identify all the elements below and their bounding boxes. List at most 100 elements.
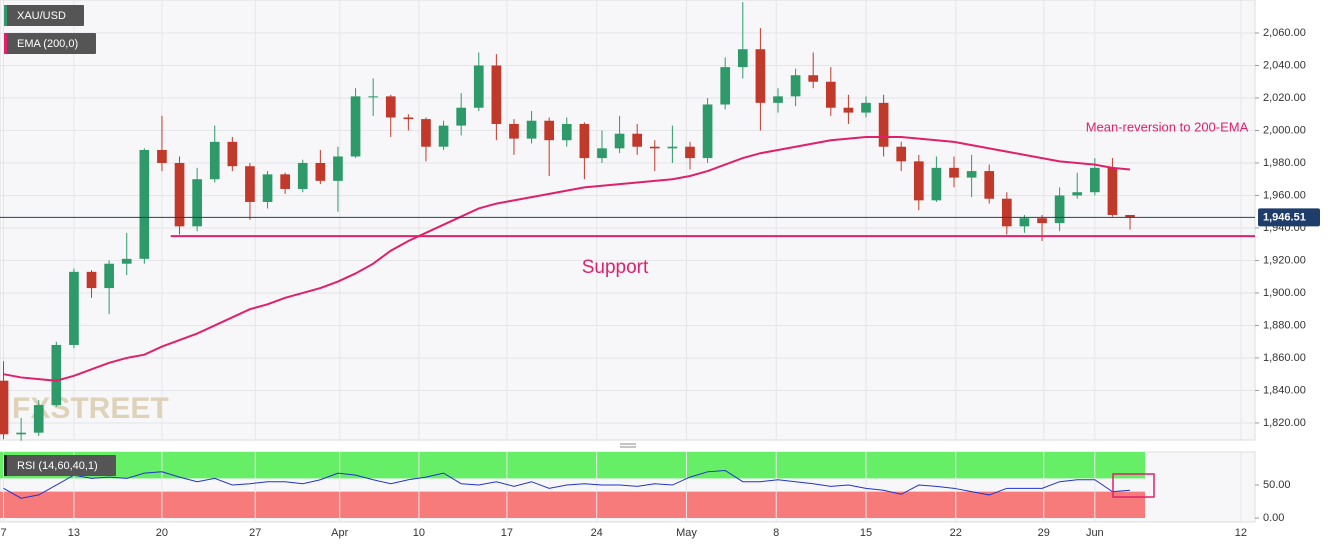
candle-body	[544, 120, 555, 141]
rsi-line	[3, 469, 1131, 499]
legend-swatch	[4, 5, 7, 26]
candle-body	[861, 102, 871, 113]
candle-body	[491, 65, 502, 124]
annotation: Mean-reversion to 200-EMA	[1086, 119, 1249, 134]
candle-body	[1054, 195, 1065, 224]
candle-body	[737, 49, 748, 68]
legend-label: RSI (14,60,40,1)	[17, 460, 98, 472]
candle-body	[808, 75, 819, 82]
candle-body	[825, 81, 836, 108]
y-tick-label: 0.00	[1263, 512, 1284, 524]
candle-body	[350, 96, 361, 157]
candle-body	[526, 120, 537, 139]
candle-body	[649, 146, 660, 149]
rsi-lower-band	[0, 491, 1145, 518]
candle-body	[0, 380, 9, 435]
x-tick-label: 7	[0, 527, 6, 539]
candle-body	[773, 96, 783, 103]
x-tick-label: 10	[413, 527, 425, 539]
x-tick-label: 27	[249, 527, 261, 539]
candle-body	[1107, 167, 1118, 215]
candle-body	[685, 146, 695, 159]
candle-body	[1072, 192, 1083, 196]
ema-line	[3, 135, 1131, 382]
candle-body	[209, 141, 220, 180]
candle-body	[632, 133, 643, 147]
candle-body	[702, 104, 713, 159]
legend-swatch	[4, 33, 7, 54]
candle-body	[913, 161, 924, 201]
y-tick-label: 50.00	[1263, 479, 1291, 491]
legend-box	[4, 5, 84, 26]
candle-body	[33, 405, 44, 433]
candle-body	[86, 271, 97, 289]
price-panel	[0, 0, 1256, 441]
legend-swatch	[4, 455, 7, 476]
y-tick-label: 1,960.00	[1263, 189, 1306, 201]
y-tick-label: 1,980.00	[1263, 157, 1306, 169]
candle-body	[192, 179, 202, 227]
candle-body	[297, 162, 308, 189]
candle-body	[121, 258, 132, 264]
x-tick-label: 24	[591, 527, 603, 539]
legend-box	[4, 33, 96, 54]
candle-body	[245, 166, 255, 202]
candle-body	[949, 167, 959, 178]
candle-body	[1089, 167, 1100, 193]
candle-body	[333, 156, 343, 181]
candle-body	[157, 149, 167, 163]
y-tick-label: 1,920.00	[1263, 254, 1306, 266]
candle-body	[1125, 214, 1135, 218]
y-tick-label: 1,860.00	[1263, 352, 1306, 364]
x-tick-label: 12	[1235, 527, 1247, 539]
x-tick-label: 15	[860, 527, 872, 539]
candle-body	[667, 146, 678, 149]
y-tick-label: 1,900.00	[1263, 287, 1306, 299]
candle-body	[966, 171, 977, 178]
legend-label: EMA (200,0)	[17, 38, 78, 50]
y-tick-label: 2,020.00	[1263, 92, 1306, 104]
candle-body	[227, 141, 238, 167]
candle-body	[843, 107, 854, 113]
candle-body	[790, 75, 801, 97]
candle-body	[315, 162, 326, 181]
last-price-box	[1258, 208, 1320, 227]
candle-body	[931, 167, 942, 201]
candle-body	[720, 67, 731, 105]
candle-body	[509, 123, 519, 139]
y-tick-label: 1,880.00	[1263, 319, 1306, 331]
candle-body	[473, 65, 484, 108]
candle-body	[896, 146, 907, 162]
candle-body	[139, 149, 150, 259]
y-tick-label: 1,820.00	[1263, 417, 1306, 429]
candle-body	[1037, 218, 1047, 224]
rsi-highlight	[1112, 473, 1155, 498]
legend-label: XAU/USD	[17, 10, 66, 22]
x-tick-label: 8	[773, 527, 779, 539]
candle-body	[614, 133, 625, 149]
y-tick-label: 2,000.00	[1263, 124, 1306, 136]
candle-body	[421, 119, 431, 147]
candle-body	[597, 148, 607, 159]
panel-resize-handle[interactable]	[620, 443, 636, 448]
candle-body	[262, 174, 273, 202]
candle-body	[579, 123, 590, 159]
candle-body	[174, 162, 185, 227]
candle-body	[69, 271, 79, 345]
legend-box	[4, 455, 116, 476]
candle-body	[368, 96, 378, 98]
rsi-upper-band	[0, 452, 1145, 479]
candle-body	[561, 123, 572, 141]
candle-body	[403, 117, 414, 120]
candle-body	[456, 107, 467, 126]
candle-body	[878, 102, 889, 147]
candle-body	[16, 432, 26, 435]
last-price-label: 1,946.51	[1263, 211, 1306, 223]
candle-body	[1001, 198, 1012, 227]
x-tick-label: 13	[68, 527, 80, 539]
x-tick-label: Apr	[331, 527, 348, 539]
x-tick-label: Jun	[1086, 527, 1104, 539]
candle-body	[104, 263, 114, 289]
candle-body	[984, 171, 995, 199]
